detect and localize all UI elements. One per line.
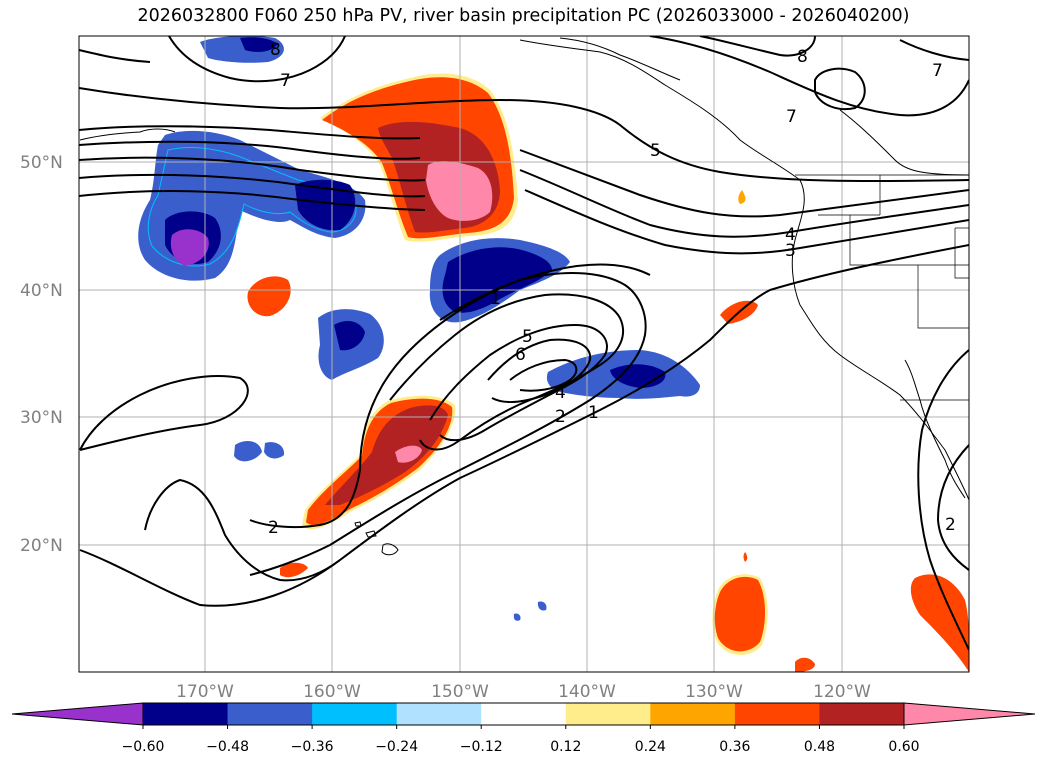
contour-label: 5 — [650, 141, 661, 161]
pv-contour-labels: 8 8 7 7 7 5 4 3 1 5 6 4 2 1 2 2 — [268, 40, 956, 538]
contour-label: 7 — [280, 71, 291, 91]
colorbar-bin — [819, 703, 905, 725]
map-title: 2026032800 F060 250 hPa PV, river basin … — [137, 6, 910, 26]
colorbar: −0.60 −0.48 −0.36 −0.24 −0.12 0.12 0.24 0.36 0.4… — [11, 702, 1036, 755]
lat-label: 30°N — [20, 408, 63, 428]
colorbar-extend-high — [903, 702, 1036, 726]
borders — [795, 174, 969, 401]
latitude-labels: 50°N 40°N 30°N 20°N — [20, 153, 63, 556]
longitude-labels: 170°W 160°W 150°W 140°W 130°W 120°W — [176, 682, 871, 702]
contour-label: 4 — [785, 225, 796, 245]
colorbar-bin — [734, 703, 820, 725]
map-frame — [78, 35, 970, 673]
colorbar-tick-label: −0.60 — [122, 739, 165, 755]
lon-label: 120°W — [813, 682, 871, 702]
precipitation-shading — [138, 36, 969, 672]
contour-label: 8 — [270, 40, 281, 60]
contour-label: 2 — [945, 515, 956, 535]
contour-label: 1 — [588, 403, 599, 423]
lon-label: 150°W — [431, 682, 489, 702]
contour-label: 8 — [797, 47, 808, 67]
lon-label: 130°W — [685, 682, 743, 702]
colorbar-bin — [143, 703, 229, 725]
lon-label: 160°W — [303, 682, 361, 702]
lon-label: 170°W — [176, 682, 234, 702]
lat-label: 20°N — [20, 536, 63, 556]
lon-label: 140°W — [558, 682, 616, 702]
colorbar-tick-label: −0.12 — [460, 739, 503, 755]
colorbar-bin — [396, 703, 482, 725]
colorbar-tick-label: 0.24 — [635, 739, 666, 755]
lat-label: 40°N — [20, 281, 63, 301]
contour-label: 2 — [268, 518, 279, 538]
colorbar-tick-label: 0.36 — [719, 739, 750, 755]
colorbar-extend-low — [11, 702, 144, 726]
contour-label: 1 — [490, 289, 501, 309]
contour-label: 7 — [786, 107, 797, 127]
contour-label: 3 — [785, 241, 796, 261]
colorbar-bin — [227, 703, 313, 725]
colorbar-tick-label: −0.36 — [291, 739, 334, 755]
contour-label: 4 — [555, 383, 566, 403]
colorbar-tick-label: 0.48 — [804, 739, 835, 755]
colorbar-bin — [565, 703, 651, 725]
colorbar-tick-label: −0.48 — [206, 739, 249, 755]
pv-contours — [79, 36, 969, 651]
contour-label: 6 — [515, 345, 526, 365]
coastlines — [79, 37, 969, 501]
contour-label: 7 — [932, 61, 943, 81]
colorbar-bin — [650, 703, 736, 725]
colorbar-bin — [481, 703, 567, 725]
colorbar-tick-label: −0.24 — [375, 739, 418, 755]
positive-anomaly-small — [247, 276, 291, 317]
colorbar-tick-label: 0.60 — [888, 739, 919, 755]
colorbar-bin — [312, 703, 398, 725]
contour-label: 2 — [555, 407, 566, 427]
contour-label: 5 — [522, 327, 533, 347]
colorbar-tick-label: 0.12 — [550, 739, 581, 755]
lat-label: 50°N — [20, 153, 63, 173]
colorbar-frame — [142, 702, 905, 726]
